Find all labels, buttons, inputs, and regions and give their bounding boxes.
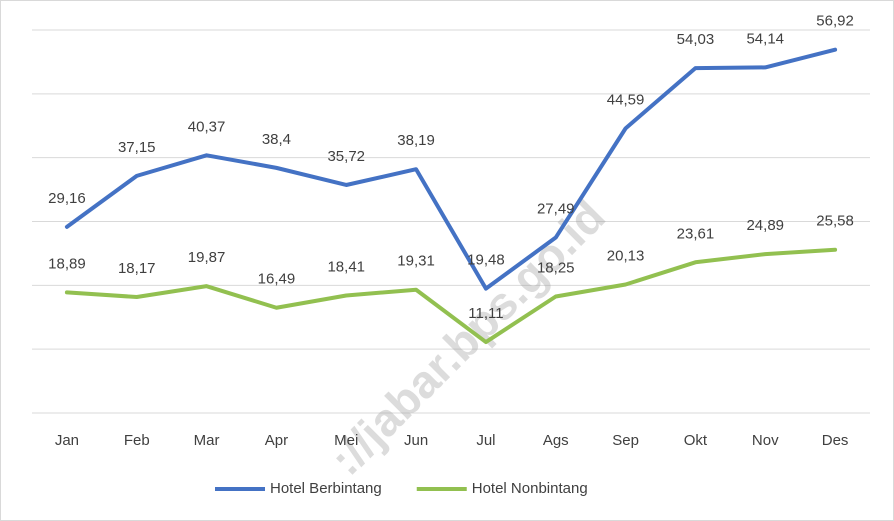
data-label: 37,15	[118, 139, 156, 156]
x-tick-label: Jun	[404, 432, 428, 449]
data-label: 35,72	[327, 148, 365, 165]
data-label: 40,37	[188, 118, 226, 135]
data-label: 18,41	[327, 258, 365, 275]
data-label: 19,87	[188, 249, 226, 266]
data-label: 54,14	[746, 30, 784, 47]
legend-label: Hotel Berbintang	[270, 480, 382, 497]
legend-label: Hotel Nonbintang	[472, 480, 588, 497]
x-tick-label: Sep	[612, 432, 639, 449]
data-label: 27,49	[537, 200, 575, 217]
x-tick-label: Jul	[476, 432, 495, 449]
x-tick-label: Feb	[124, 432, 150, 449]
data-label: 18,17	[118, 260, 156, 277]
data-label: 29,16	[48, 190, 86, 207]
data-label: 38,4	[262, 131, 291, 148]
data-label: 38,19	[397, 132, 435, 149]
x-tick-label: Mei	[334, 432, 358, 449]
data-label: 19,31	[397, 253, 435, 270]
data-label: 23,61	[677, 225, 715, 242]
data-label: 16,49	[258, 271, 296, 288]
data-label: 25,58	[816, 213, 854, 230]
x-tick-label: Jan	[55, 432, 79, 449]
data-label: 44,59	[607, 91, 645, 108]
x-tick-label: Nov	[752, 432, 779, 449]
data-label: 18,89	[48, 255, 86, 272]
data-label: 20,13	[607, 247, 645, 264]
data-label: 19,48	[467, 252, 505, 269]
x-tick-label: Mar	[194, 432, 220, 449]
x-tick-label: Apr	[265, 432, 288, 449]
x-tick-label: Ags	[543, 432, 569, 449]
data-label: 54,03	[677, 31, 715, 48]
x-tick-label: Des	[822, 432, 849, 449]
data-label: 18,25	[537, 259, 575, 276]
data-label: 24,89	[746, 217, 784, 234]
x-tick-label: Okt	[684, 432, 708, 449]
data-label: 11,11	[468, 305, 503, 322]
chart: ://jabar.bps.go.id JanFebMarAprMeiJunJul…	[0, 0, 894, 521]
data-label: 56,92	[816, 13, 854, 30]
